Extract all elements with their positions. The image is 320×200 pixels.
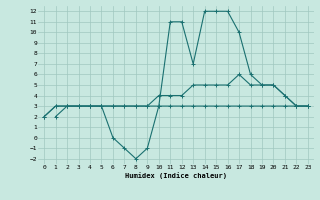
X-axis label: Humidex (Indice chaleur): Humidex (Indice chaleur): [125, 172, 227, 179]
